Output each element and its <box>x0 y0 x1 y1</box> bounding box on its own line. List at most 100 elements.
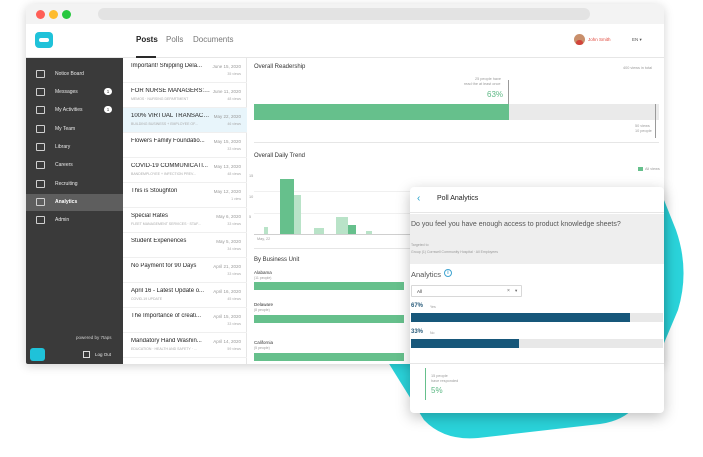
post-list: Important! Shipping Dela... June 15, 202… <box>123 58 247 364</box>
post-date: May 22, 2020 <box>213 114 241 119</box>
business-unit-bar <box>254 282 404 290</box>
poll-header: ‹ Poll Analytics <box>410 187 664 213</box>
info-icon[interactable]: i <box>444 269 452 277</box>
list-item[interactable]: Mandatory Hand Washin... April 14, 2020 … <box>123 333 247 358</box>
sidebar-item-my-activities[interactable]: My Activities 1 <box>26 102 123 119</box>
tab-posts[interactable]: Posts <box>136 35 158 44</box>
user-name[interactable]: John Smith <box>588 37 611 42</box>
option-label: Yes <box>430 305 436 309</box>
sidebar-item-admin[interactable]: Admin <box>26 212 123 229</box>
business-unit-bar <box>254 315 404 323</box>
list-item[interactable]: 100% VIRTUAL TRANSACT... May 22, 2020 BU… <box>123 108 247 133</box>
maximize-window-icon[interactable] <box>62 10 71 19</box>
close-window-icon[interactable] <box>36 10 45 19</box>
readership-bar <box>254 104 659 120</box>
filter-select[interactable]: All × ▾ <box>411 285 522 297</box>
post-category: MEMOS · NURSING DEPARTMENT <box>131 97 189 101</box>
sidebar-item-analytics[interactable]: Analytics <box>26 194 123 211</box>
respondent-count: 15 people <box>431 374 448 378</box>
post-category: FLEET MANAGEMENT SERVICES · STAF... <box>131 222 201 226</box>
sidebar-item-label: My Activities <box>55 107 83 113</box>
post-category: BUILDING BUSINESS + EMPLOYEE OF... <box>131 122 198 126</box>
gridline <box>254 191 434 192</box>
trend-tick-label: 5 <box>249 215 252 219</box>
powered-by-text: powered by 7taps <box>76 335 112 340</box>
read-people: 25 people have <box>475 77 501 81</box>
list-item[interactable]: Special Rates May 6, 2020 FLEET MANAGEME… <box>123 208 247 233</box>
list-item[interactable]: The Importance of creati... April 15, 20… <box>123 308 247 333</box>
post-views: 35 views <box>227 72 241 76</box>
list-item[interactable]: April 16 - Latest Update o... April 16, … <box>123 283 247 308</box>
post-title: COVID-19 COMMUNICATI... <box>131 163 208 169</box>
list-item[interactable]: FOR NURSE MANAGERS: S... June 11, 2020 M… <box>123 83 247 108</box>
trend-bar <box>264 227 268 235</box>
sidebar-item-my-team[interactable]: My Team <box>26 121 123 138</box>
list-item[interactable]: Important! Shipping Dela... June 15, 202… <box>123 58 247 83</box>
business-unit-people: (11 people) <box>254 276 272 280</box>
post-views: 46 views <box>227 122 241 126</box>
tab-polls[interactable]: Polls <box>166 35 184 44</box>
gridline <box>254 213 434 214</box>
option-percentage: 67% <box>411 303 424 309</box>
list-item[interactable]: This is Stoughton May 12, 2020 1 view <box>123 183 247 208</box>
poll-target-value: Group (1) Cornwell Community Hospital · … <box>411 250 498 254</box>
readership-bar-fill <box>254 104 510 120</box>
business-unit-people: (8 people) <box>254 308 270 312</box>
avatar[interactable] <box>574 34 585 45</box>
sidebar-item-notice-board[interactable]: Notice Board <box>26 66 123 83</box>
browser-chrome <box>26 4 664 24</box>
tab-documents[interactable]: Documents <box>193 35 234 44</box>
trend-axis-label: May, 22 <box>257 237 271 241</box>
post-date: April 16, 2020 <box>213 289 241 294</box>
list-item[interactable]: No Payment for 90 Days April 21, 2020 33… <box>123 258 247 283</box>
unread-views: 50 views <box>635 124 650 128</box>
sidebar-item-messages[interactable]: Messages 1 <box>26 84 123 101</box>
language-selector[interactable]: EN ▾ <box>632 37 642 42</box>
address-bar[interactable] <box>98 8 590 20</box>
minimize-window-icon[interactable] <box>49 10 58 19</box>
post-title: April 16 - Latest Update o... <box>131 288 205 294</box>
business-unit-people: (5 people) <box>254 346 270 350</box>
logout-button[interactable]: Log Out <box>95 352 112 357</box>
recruiting-icon <box>36 180 45 188</box>
logout-icon[interactable] <box>83 351 90 358</box>
trend-bar <box>280 179 294 235</box>
activities-icon <box>36 106 45 114</box>
analytics-icon <box>36 198 45 206</box>
back-arrow-icon[interactable]: ‹ <box>417 193 421 204</box>
question-box: Do you feel you have enough access to pr… <box>410 214 664 264</box>
list-item[interactable]: Flowers Family Foundatio... May 15, 2020… <box>123 133 247 158</box>
sidebar-item-library[interactable]: Library <box>26 139 123 156</box>
post-category: EDUCATION · HEALTH AND SAFETY · ... <box>131 347 197 351</box>
option-bar-fill <box>411 313 631 322</box>
trend-tick-label: 15 <box>249 174 254 178</box>
post-title: Mandatory Hand Washin... <box>131 338 202 344</box>
chevron-down-icon[interactable]: ▾ <box>515 288 518 293</box>
read-percentage: 63% <box>487 90 504 99</box>
post-views: 34 views <box>227 247 241 251</box>
sidebar: Notice Board Messages 1 My Activities 1 … <box>26 58 123 364</box>
views-total: 400 views in total <box>623 66 653 70</box>
option-bar <box>411 339 663 348</box>
sidebar-item-label: Careers <box>55 162 73 168</box>
list-item[interactable]: COVID-19 COMMUNICATI... May 13, 2020 BAN… <box>123 158 247 183</box>
post-views: 1 view <box>231 197 241 201</box>
sidebar-item-careers[interactable]: Careers <box>26 157 123 174</box>
post-date: May 15, 2020 <box>213 139 241 144</box>
trend-title: Overall Daily Trend <box>254 153 306 159</box>
responded-label: have responded <box>431 379 459 383</box>
app-logo-icon[interactable] <box>35 32 53 48</box>
post-date: June 15, 2020 <box>212 64 241 69</box>
list-item[interactable]: Student Experiences May 5, 2020 34 views <box>123 233 247 258</box>
poll-target-label: Targeted to <box>411 243 429 247</box>
trend-legend-swatch <box>638 167 643 171</box>
post-views: 33 views <box>227 147 241 151</box>
post-date: May 12, 2020 <box>213 189 241 194</box>
post-title: This is Stoughton <box>131 188 178 194</box>
briefcase-icon <box>36 161 45 169</box>
sidebar-item-recruiting[interactable]: Recruiting <box>26 176 123 193</box>
trend-bar <box>348 225 356 235</box>
clear-icon[interactable]: × <box>507 288 510 294</box>
read-label: read the at least once <box>464 82 501 86</box>
